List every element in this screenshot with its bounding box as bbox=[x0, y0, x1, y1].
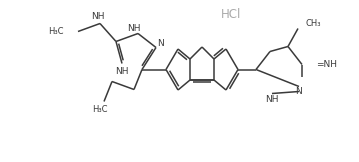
Text: NH: NH bbox=[91, 12, 105, 21]
Text: CH₃: CH₃ bbox=[305, 19, 321, 28]
Text: NH: NH bbox=[127, 24, 141, 33]
Text: NH: NH bbox=[115, 67, 129, 76]
Text: N: N bbox=[295, 87, 302, 96]
Text: H₃C: H₃C bbox=[92, 105, 108, 114]
Text: HCl: HCl bbox=[221, 7, 241, 21]
Text: N: N bbox=[157, 39, 163, 48]
Text: H₃C: H₃C bbox=[48, 27, 64, 36]
Text: =NH: =NH bbox=[316, 60, 337, 69]
Text: NH: NH bbox=[265, 95, 279, 104]
